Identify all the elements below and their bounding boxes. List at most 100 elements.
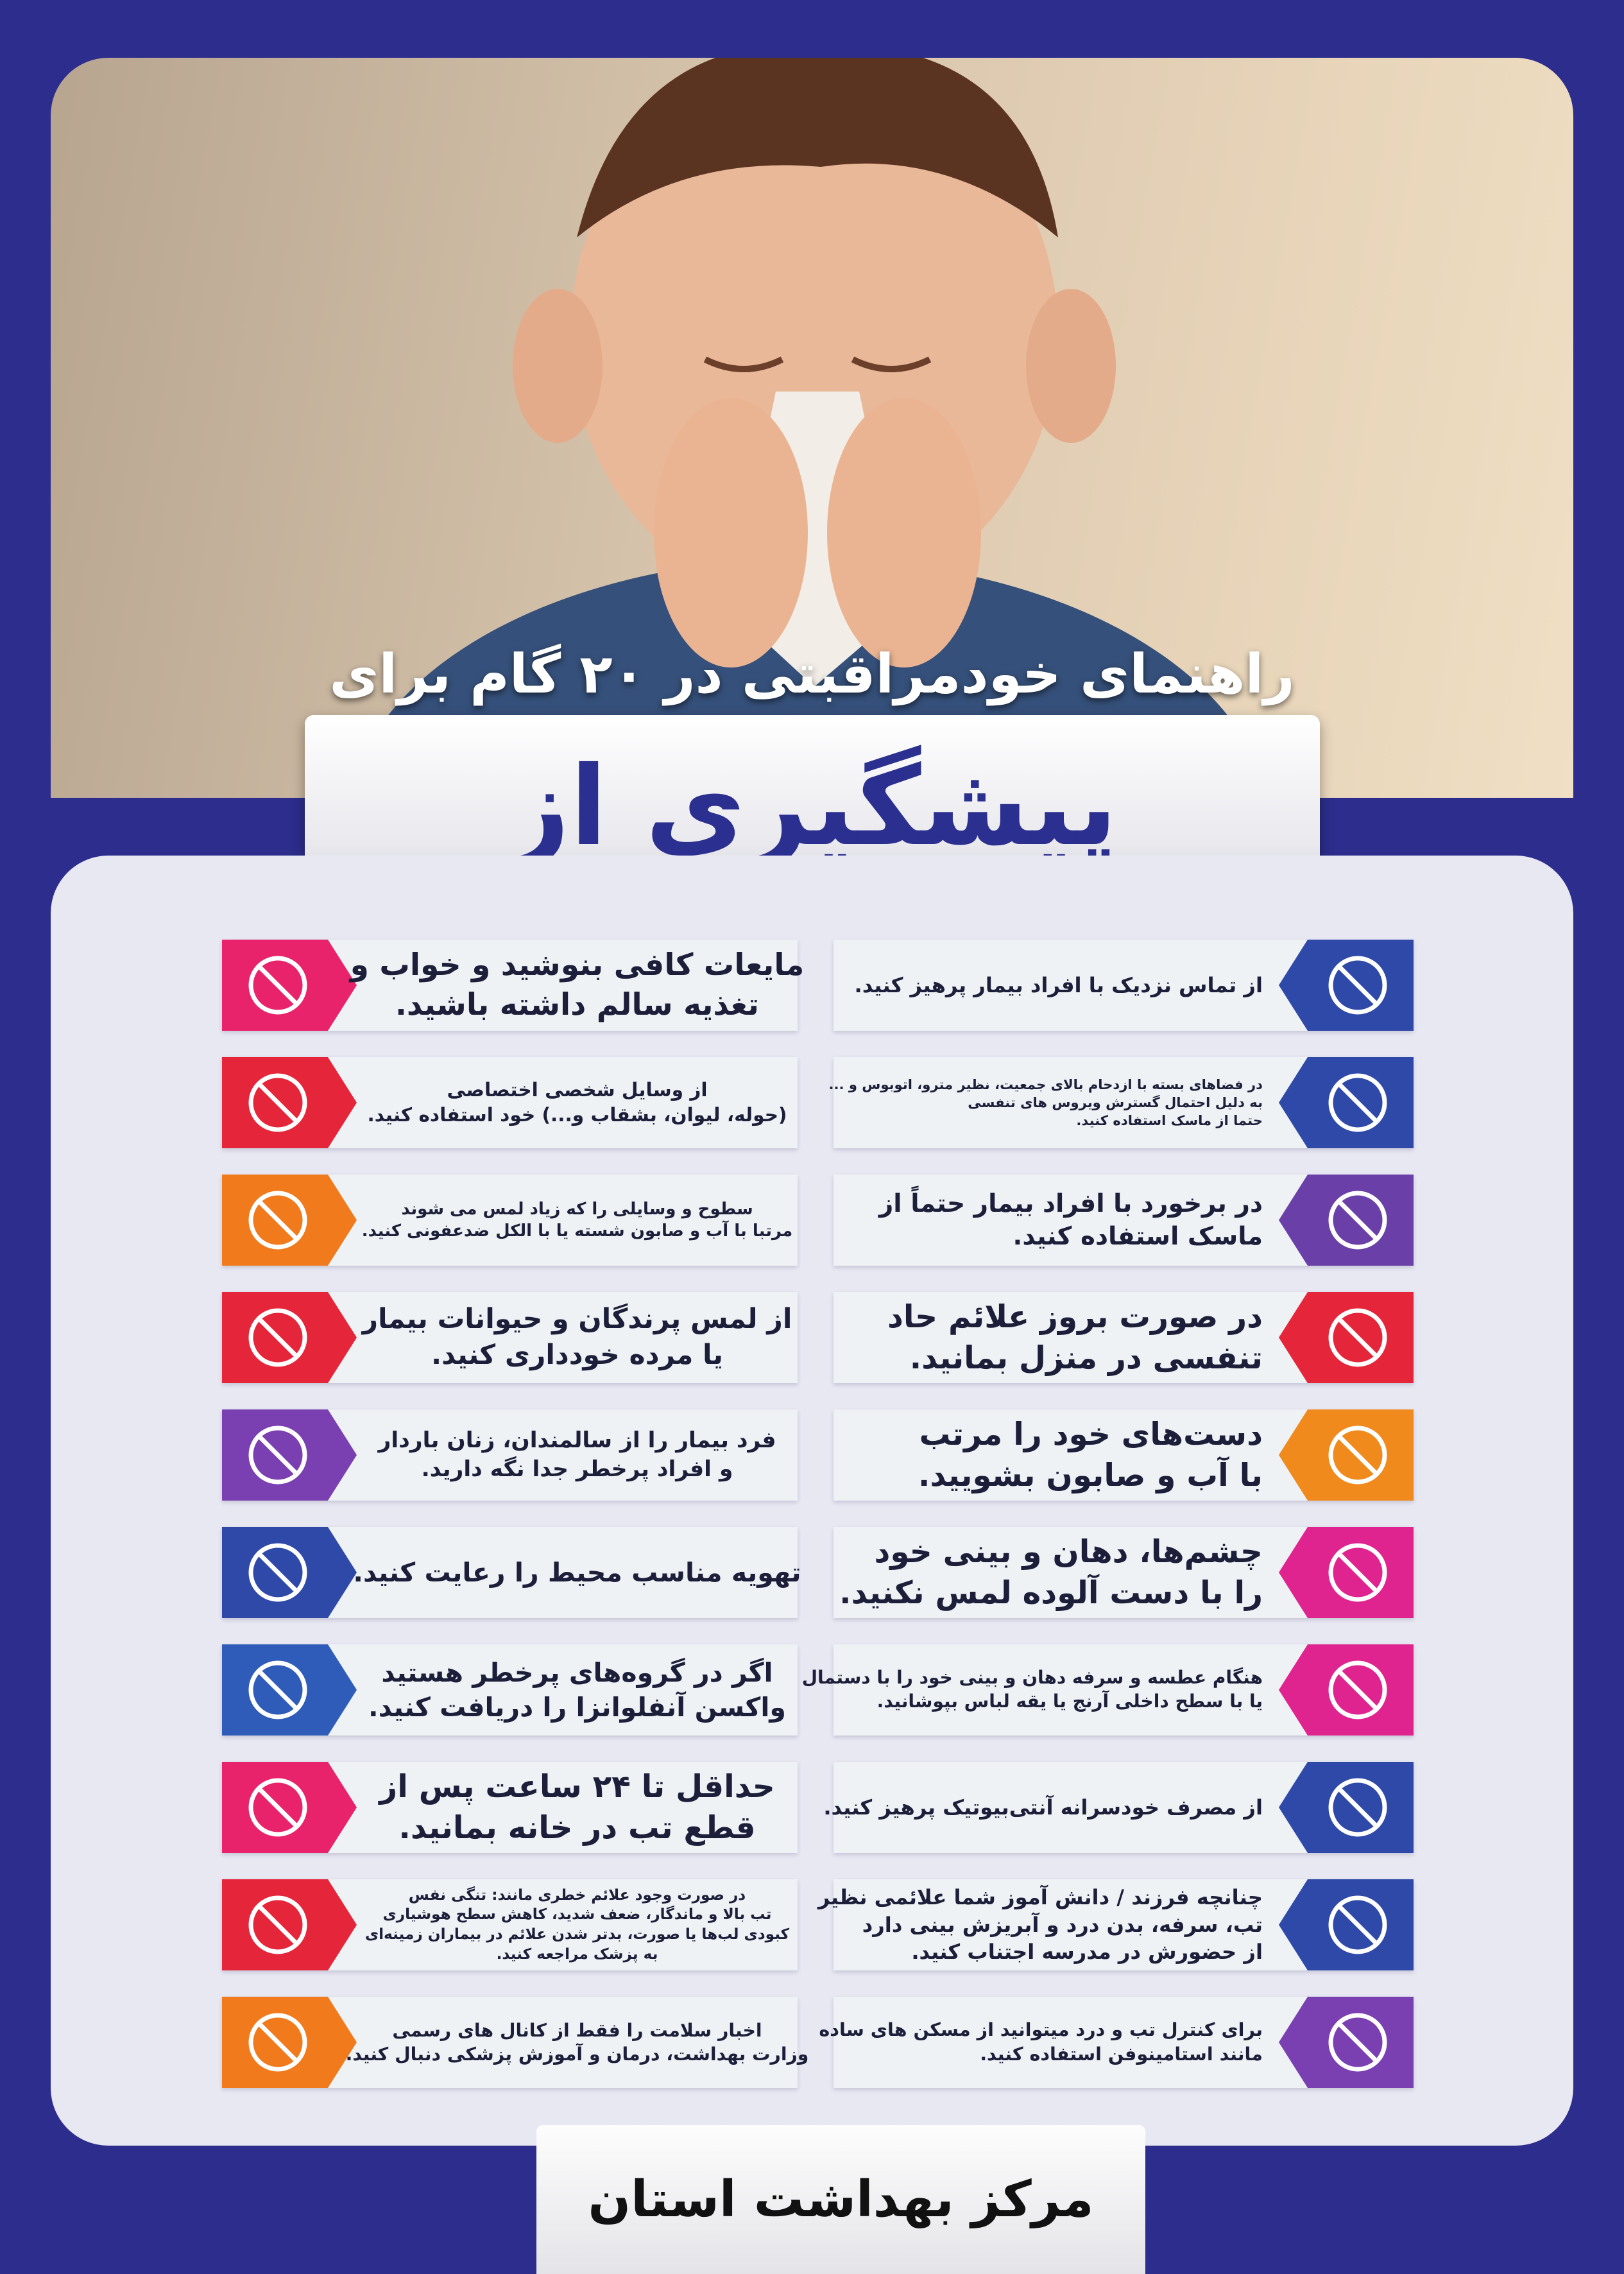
item-icon [1279, 1644, 1414, 1736]
item-line: یا مرده خودداری کنید. [431, 1339, 723, 1371]
icon-glyph [248, 1426, 307, 1485]
item-line: تنفسی در منزل بمانید. [909, 1340, 1263, 1376]
item-line: اخبار سلامت را فقط از کانال های رسمی [392, 2019, 762, 2041]
item-text: در فضاهای بسته با ازدحام بالای جمعیت، نظ… [828, 1057, 1263, 1148]
subtitle: راهنمای خودمراقبتی در ۲۰ گام برای [329, 642, 1295, 705]
item-line: (حوله، لیوان، بشقاب و...) خود استفاده کن… [367, 1104, 787, 1126]
item-card: چشم‌ها، دهان و بینی خود را با دست آلوده ل… [833, 1527, 1414, 1618]
icon-shape [222, 1527, 357, 1618]
item-icon [222, 1057, 357, 1148]
item-line: وزارت بهداشت، درمان و آموزش پزشکی دنبال … [345, 2044, 809, 2065]
item-line: در صورت وجود علائم خطری مانند: تنگی نفس [408, 1886, 746, 1904]
icon-glyph [248, 1660, 307, 1719]
icon-shape [222, 1644, 357, 1736]
item-text: دست‌های خود را مرتب با آب و صابون بشویید. [850, 1409, 1263, 1501]
icon-shape [222, 1057, 357, 1148]
item-line: حتما از ماسک استفاده کنید. [1076, 1112, 1263, 1128]
item-icon [1279, 1292, 1414, 1383]
item-card: در صورت وجود علائم خطری مانند: تنگی نفس ت… [222, 1879, 798, 1970]
icon-glyph [1328, 1308, 1387, 1367]
item-line: را با دست آلوده لمس نکنید. [839, 1575, 1263, 1611]
item-icon [222, 1879, 357, 1970]
item-line: در برخورد با افراد بیمار حتماً از [878, 1189, 1263, 1218]
item-line: واکسن آنفلوانزا را دریافت کنید. [368, 1692, 786, 1723]
item-line: قطع تب در خانه بمانید. [398, 1810, 756, 1846]
item-text: حداقل تا ۲۴ ساعت پس از قطع تب در خانه بما… [373, 1762, 782, 1853]
icon-glyph [1328, 1073, 1387, 1132]
item-card: از وسایل شخصی اختصاصی (حوله، لیوان، بشقاب… [222, 1057, 798, 1148]
item-line: سطوح و وسایلی را که زیاد لمس می شوند [401, 1199, 753, 1219]
icon-shape [222, 1175, 357, 1266]
icon-shape [1279, 940, 1414, 1031]
icon-glyph [1328, 2013, 1387, 2072]
icon-glyph [1328, 1778, 1387, 1837]
item-card: از لمس پرندگان و حیوانات بیمار یا مرده خو… [222, 1292, 798, 1383]
item-card: فرد بیمار را از سالمندان، زنان باردار و ا… [222, 1409, 798, 1501]
item-line: یا با سطح داخلی آرنج یا یقه لباس بپوشانی… [876, 1691, 1263, 1712]
icon-glyph [248, 956, 307, 1015]
item-line: به دلیل احتمال گسترش ویروس های تنفسی [968, 1094, 1263, 1111]
icon-glyph-line [258, 1670, 298, 1710]
item-text: از لمس پرندگان و حیوانات بیمار یا مرده خو… [363, 1292, 792, 1383]
icon-glyph [248, 1308, 307, 1367]
icon-glyph [1328, 1660, 1387, 1719]
item-text: سطوح و وسایلی را که زیاد لمس می شوند مرتب… [362, 1175, 792, 1266]
icon-shape [1279, 1762, 1414, 1853]
icon-glyph-line [1338, 1318, 1378, 1357]
icon-glyph-line [1338, 1435, 1378, 1475]
icon-shape [1279, 1292, 1414, 1383]
item-line: فرد بیمار را از سالمندان، زنان باردار [378, 1427, 776, 1453]
item-icon [1279, 1527, 1414, 1618]
icon-glyph [1328, 1426, 1387, 1485]
item-line: برای کنترل تب و درد میتوانید از مسکن های… [819, 2019, 1263, 2041]
item-line: حداقل تا ۲۴ ساعت پس از [379, 1768, 775, 1805]
item-line: از لمس پرندگان و حیوانات بیمار [362, 1303, 792, 1335]
icon-shape [1279, 1057, 1414, 1148]
icon-shape [222, 1292, 357, 1383]
item-card: اخبار سلامت را فقط از کانال های رسمی وزار… [222, 1997, 808, 2088]
icon-glyph-line [258, 1553, 298, 1592]
item-line: مرتبا با آب و صابون شسته یا با الکل ضدعف… [361, 1221, 793, 1241]
item-card: از تماس نزدیک با افراد بیمار پرهیز کنید. [833, 940, 1414, 1031]
item-card: سطوح و وسایلی را که زیاد لمس می شوند مرتب… [222, 1175, 798, 1266]
item-text: در برخورد با افراد بیمار حتماً از ماسک اس… [850, 1175, 1263, 1266]
icon-glyph [248, 1543, 307, 1602]
item-line: از وسایل شخصی اختصاصی [447, 1078, 708, 1101]
item-card: مایعات کافی بنوشید و خواب و تغذیه سالم دا… [222, 940, 804, 1031]
item-text: در صورت بروز علائم حاد تنفسی در منزل بمان… [850, 1292, 1263, 1383]
item-icon [1279, 1997, 1414, 2088]
item-card: برای کنترل تب و درد میتوانید از مسکن های… [819, 1997, 1414, 2088]
icon-glyph-line [258, 1083, 298, 1123]
icon-glyph-line [1338, 965, 1378, 1005]
item-line: به پزشک مراجعه کنید. [496, 1945, 658, 1963]
icon-glyph [248, 2013, 307, 2072]
item-line: در فضاهای بسته با ازدحام بالای جمعیت، نظ… [828, 1076, 1263, 1093]
icon-glyph [248, 1895, 307, 1954]
item-text: چنانچه فرزند / دانش آموز شما علائمی نظیر… [818, 1879, 1263, 1970]
item-card: دست‌های خود را مرتب با آب و صابون بشویید. [833, 1409, 1414, 1501]
item-card: تهویه مناسب محیط را رعایت کنید. [222, 1527, 801, 1618]
footer-text: مرکز بهداشت استان مرکزی [588, 2171, 1094, 2228]
item-card: حداقل تا ۲۴ ساعت پس از قطع تب در خانه بما… [222, 1762, 798, 1853]
footer-box: مرکز بهداشت استان مرکزی [536, 2125, 1145, 2274]
item-icon [222, 1292, 357, 1383]
icon-shape [1279, 1409, 1414, 1501]
item-card: اگر در گروه‌های پرخطر هستید واکسن آنفلوان… [222, 1644, 798, 1736]
item-line: تب بالا و ماندگار، ضعف شدید، کاهش سطح هو… [382, 1906, 772, 1924]
icon-glyph-line [1338, 1905, 1378, 1945]
item-icon [222, 1997, 357, 2088]
item-line: هنگام عطسه و سرفه دهان و بینی خود را با … [801, 1667, 1263, 1689]
icon-shape [1279, 1175, 1414, 1266]
icon-glyph [248, 1778, 307, 1837]
item-card: در صورت بروز علائم حاد تنفسی در منزل بمان… [833, 1292, 1414, 1383]
icon-shape [222, 940, 357, 1031]
icon-glyph-line [1338, 1200, 1378, 1240]
item-card: هنگام عطسه و سرفه دهان و بینی خود را با … [802, 1644, 1414, 1736]
icon-glyph-line [258, 1787, 298, 1827]
icon-glyph-line [1338, 2022, 1378, 2062]
item-line: تب، سرفه، بدن درد و آبریزش بینی دارد [862, 1912, 1263, 1937]
icon-shape [1279, 1879, 1414, 1970]
item-card: از مصرف خودسرانه آنتی‌بیوتیک پرهیز کنید. [823, 1762, 1414, 1853]
icon-glyph [1328, 956, 1387, 1015]
item-line: از تماس نزدیک با افراد بیمار پرهیز کنید. [854, 972, 1263, 997]
